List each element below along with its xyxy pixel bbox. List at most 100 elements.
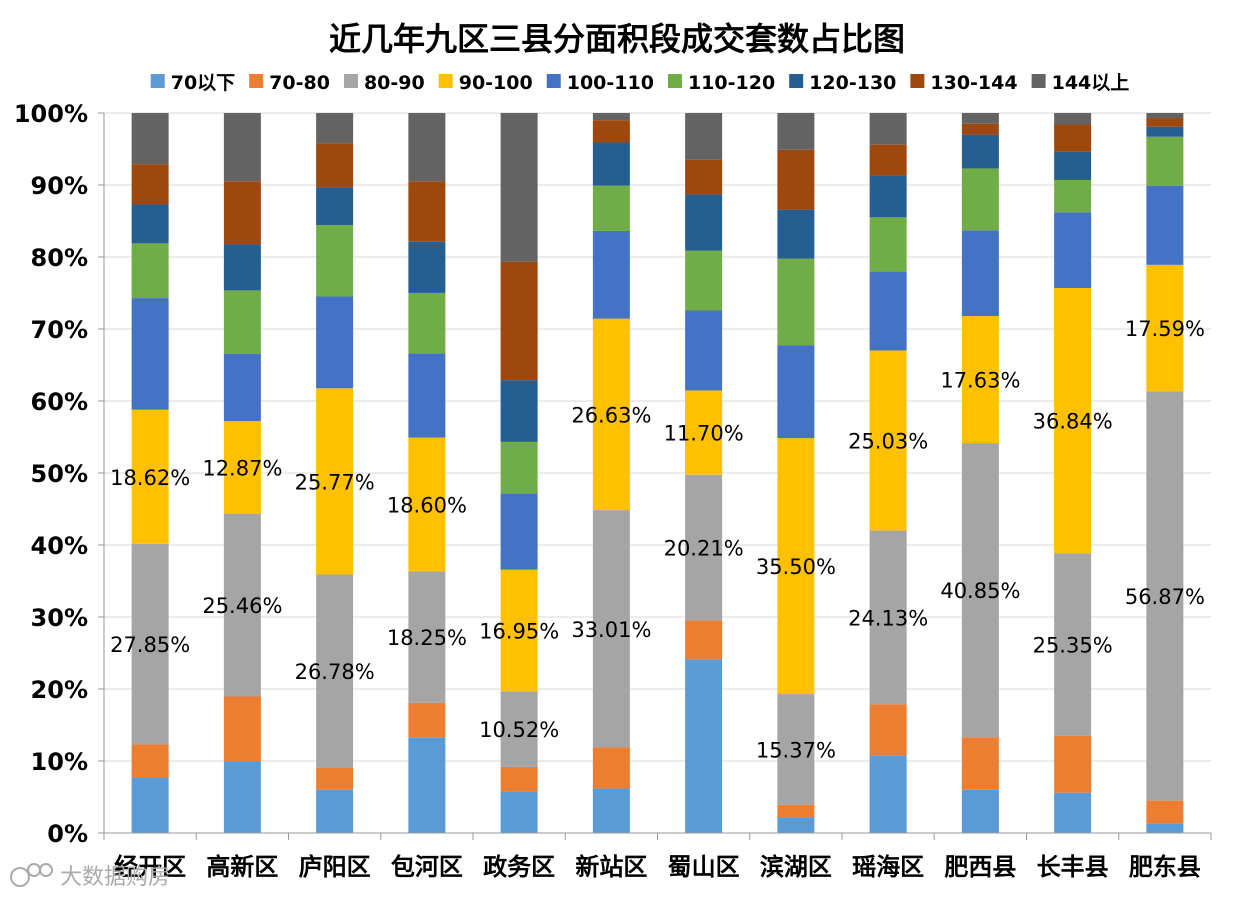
bar-segment [408, 353, 446, 438]
bar-segment [961, 789, 999, 833]
y-tick-label: 90% [31, 172, 88, 200]
legend-label: 144以上 [1052, 72, 1130, 94]
x-tick-label: 政务区 [483, 853, 555, 881]
bar-segment [131, 409, 169, 544]
x-tick-label: 肥东县 [1129, 853, 1201, 881]
legend-item: 80-90 [343, 72, 425, 94]
bar-segment [869, 113, 907, 145]
legend-item: 90-100 [438, 72, 533, 94]
bar-segment [500, 113, 538, 262]
bar-segment [869, 755, 907, 833]
bar-segment [777, 113, 815, 150]
bar-segment [777, 258, 815, 346]
bar-segment [316, 767, 354, 790]
y-tick-label: 80% [31, 244, 88, 272]
bar-segment [592, 230, 630, 319]
legend-label: 110-120 [688, 72, 775, 94]
legend-swatch [343, 74, 358, 88]
bar-segment [223, 513, 261, 697]
bar-segment [869, 271, 907, 351]
bar-segment [316, 113, 354, 144]
bar-segment [961, 230, 999, 317]
bar-segment [500, 493, 538, 570]
bar-segment [592, 318, 630, 511]
bar-segment [592, 185, 630, 231]
x-axis: 经开区 高新区 庐阳区 包河区 政务区 新站区 蜀山区 滨湖区 瑶海区 肥西县 长丰县 肥东县 [103, 832, 1212, 881]
bar-segment [500, 766, 538, 792]
bar-segment [223, 761, 261, 833]
bars [131, 113, 1184, 833]
bar-segment [777, 694, 815, 805]
bar-segment [1054, 124, 1092, 152]
y-tick-label: 60% [31, 388, 88, 416]
x-tick-label: 长丰县 [1037, 853, 1109, 881]
bar-segment [316, 388, 354, 575]
bar-segment [777, 149, 815, 210]
watermark-text: 大数据购房 [60, 865, 170, 890]
bar-segment [685, 390, 723, 475]
bar-segment [961, 113, 999, 124]
data-label: 18.25% [387, 626, 467, 650]
x-tick-label: 肥西县 [944, 853, 1016, 881]
legend-item: 70-80 [249, 72, 330, 94]
bar-segment [1054, 792, 1092, 833]
legend-swatch [1031, 74, 1046, 88]
data-label: 27.85% [110, 633, 190, 657]
data-label: 17.63% [940, 369, 1020, 393]
bar-segment [500, 569, 538, 692]
legend-label: 70-80 [269, 72, 330, 94]
legend-item: 100-110 [546, 72, 654, 94]
y-tick-label: 30% [31, 604, 88, 632]
bar-segment [685, 310, 723, 391]
x-tick-label: 高新区 [206, 853, 278, 881]
data-label: 17.59% [1125, 317, 1205, 341]
data-label: 18.60% [387, 493, 467, 517]
data-label: 33.01% [571, 618, 651, 642]
bar-segment [316, 187, 354, 225]
bar-segment [777, 804, 815, 818]
legend-item: 70以下 [150, 72, 235, 94]
bar-segment [685, 474, 723, 621]
data-label: 26.78% [295, 660, 375, 684]
data-label: 15.37% [756, 738, 836, 762]
bar-segment [1054, 179, 1092, 213]
bar-segment [1146, 391, 1184, 801]
bar-segment [408, 181, 446, 242]
legend-label: 90-100 [459, 72, 533, 94]
y-axis: 0% 10% 20% 30% 40% 50% 60% 70% 80% 90% 100% [14, 100, 105, 848]
bar-segment [1146, 113, 1184, 119]
bar-segment [869, 175, 907, 218]
bar-segment [500, 441, 538, 494]
bar-segment [131, 777, 169, 833]
bar-segment [500, 380, 538, 442]
bar-segment [131, 113, 169, 165]
bar-segment [592, 113, 630, 121]
bar-segment [685, 620, 723, 660]
y-tick-label: 40% [31, 532, 88, 560]
bar-segment [961, 737, 999, 790]
legend-swatch [150, 74, 165, 88]
bar-segment [777, 345, 815, 439]
bar-segment [869, 530, 907, 705]
bar-segment [131, 243, 169, 299]
bar-segment [685, 194, 723, 251]
chart-title: 近几年九区三县分面积段成交套数占比图 [329, 20, 905, 58]
x-tick-label: 经开区 [114, 853, 186, 881]
legend-item: 144以上 [1031, 72, 1130, 94]
bar-segment [408, 571, 446, 703]
legend-label: 120-130 [809, 72, 896, 94]
watermark-logo-icon [10, 863, 53, 887]
bar-segment [316, 224, 354, 297]
x-tick-label: 蜀山区 [668, 853, 740, 881]
bar-segment [869, 350, 907, 531]
legend: 70以下 70-80 80-90 90-100 100-110 110-120 120-13… [150, 72, 1130, 94]
data-label: 36.84% [1033, 410, 1113, 434]
y-tick-label: 20% [31, 676, 88, 704]
bar-segment [131, 298, 169, 410]
bar-segment [961, 316, 999, 444]
legend-item: 130-144 [910, 72, 1018, 94]
y-tick-label: 10% [31, 748, 88, 776]
bar-segment [592, 120, 630, 143]
bar-segment [869, 217, 907, 272]
